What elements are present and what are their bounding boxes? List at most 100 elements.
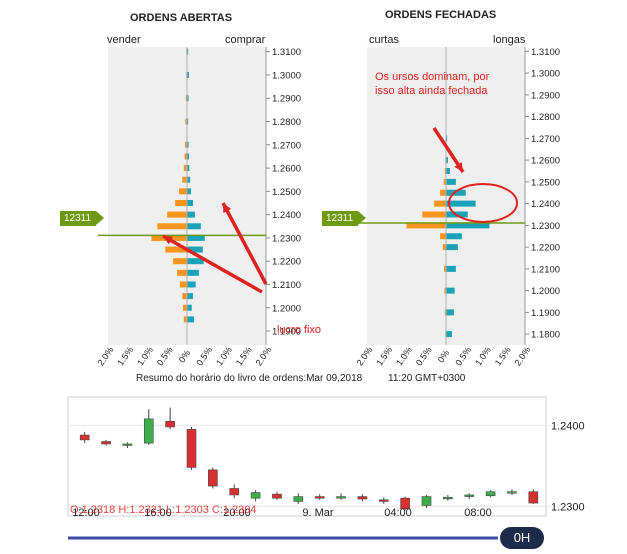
open-price-label: 1.3000	[272, 70, 301, 81]
open-bar-right	[187, 234, 205, 241]
closed-bar-right	[446, 167, 450, 174]
open-price-label: 1.2200	[272, 257, 301, 268]
open-price-tag: 12311	[60, 211, 104, 226]
candle-body	[229, 488, 240, 496]
closed-price-label: 1.1800	[531, 330, 560, 341]
open-bar-right	[187, 141, 189, 148]
open-percent-label: 1.5%	[115, 345, 135, 368]
open-percent-label: 0.5%	[155, 345, 175, 368]
open-bar-right	[187, 258, 204, 265]
open-sell-label: vender	[107, 34, 141, 46]
bears-annotation: Os ursos dominam, por isso alta ainda fe…	[375, 71, 490, 97]
open-bar-right	[187, 188, 191, 195]
closed-bar-left	[444, 167, 446, 174]
candle-time-label: 16:00	[144, 507, 172, 519]
open-percent-label: 0%	[177, 348, 193, 364]
open-percent-label: 2.0%	[254, 345, 274, 368]
candle-body	[378, 499, 389, 502]
open-price-label: 1.2000	[272, 303, 301, 314]
open-percent-label: 2.0%	[96, 345, 116, 368]
open-bar-left	[185, 141, 187, 148]
closed-bar-right	[446, 331, 452, 338]
closed-percent-label: 2.0%	[513, 345, 533, 368]
open-bar-left	[182, 176, 187, 183]
open-percent-label: 0.5%	[194, 345, 214, 368]
closed-price-label: 1.3100	[531, 47, 560, 58]
closed-percent-label: 1.0%	[394, 345, 414, 368]
closed-bar-left	[444, 309, 446, 316]
open-bar-left	[175, 199, 187, 206]
candle-body	[79, 434, 90, 441]
open-bar-left	[183, 304, 187, 311]
closed-bar-left	[443, 178, 446, 185]
open-percent-label: 1.0%	[135, 345, 155, 368]
closed-bar-left	[440, 189, 446, 196]
closed-bar-right	[446, 265, 456, 272]
closed-bar-left	[444, 287, 446, 294]
candle-body	[357, 496, 368, 500]
open-bar-right	[187, 246, 203, 253]
candle-body	[143, 418, 154, 444]
arrow-buy	[221, 202, 268, 285]
timeframe-button[interactable]: 0H	[500, 527, 544, 549]
open-bar-right	[187, 281, 196, 288]
candle-body	[443, 497, 453, 500]
closed-bar-right	[446, 157, 448, 164]
closed-price-label: 1.2300	[531, 221, 560, 232]
open-price-label: 1.2800	[272, 117, 301, 128]
candle-body	[272, 493, 282, 499]
closed-percent-label: 1.0%	[473, 345, 493, 368]
closed-bar-right	[446, 233, 462, 240]
open-percent-label: 1.0%	[214, 345, 234, 368]
candle-body	[314, 496, 325, 499]
open-orders-title: ORDENS ABERTAS	[130, 12, 233, 24]
closed-price-label: 1.2900	[531, 90, 560, 101]
open-bar-left	[179, 188, 187, 195]
open-bar-right	[187, 223, 201, 230]
candle-body	[122, 443, 133, 446]
closed-bar-left	[434, 200, 446, 207]
closed-price-label: 1.2500	[531, 177, 560, 188]
closed-bar-right	[446, 222, 490, 229]
open-bar-left	[182, 293, 187, 300]
closed-bar-left	[442, 244, 446, 251]
closed-short-label: curtas	[369, 34, 399, 46]
closed-percent-label: 2.0%	[355, 345, 375, 368]
candle-body	[485, 491, 496, 497]
closed-percent-label: 1.5%	[374, 345, 394, 368]
candle-body	[101, 441, 111, 445]
arrow-buy-head	[223, 203, 232, 213]
open-bar-right	[187, 293, 193, 300]
open-bar-right	[187, 176, 191, 183]
candle-body	[186, 429, 197, 468]
summary-time: 11:20 GMT+0300	[388, 373, 466, 384]
open-bar-right	[187, 165, 190, 172]
open-percent-label: 1.5%	[234, 345, 254, 368]
candle-price-label: 1.2300	[551, 501, 585, 513]
candle-body	[165, 420, 175, 428]
open-bar-left	[165, 246, 187, 253]
closed-price-tag: 12311	[322, 211, 366, 226]
open-price-label: 1.2500	[272, 187, 301, 198]
summary-label: Resumo do horário do livro de ordens:Mar…	[136, 373, 363, 384]
closed-price-label: 1.2400	[531, 199, 560, 210]
open-bar-right	[187, 118, 189, 125]
open-price-label: 1.2700	[272, 140, 301, 151]
open-price-label: 1.2100	[272, 280, 301, 291]
closed-percent-label: 0%	[436, 348, 452, 364]
closed-long-label: longas	[493, 34, 526, 46]
open-bar-right	[187, 199, 193, 206]
open-buy-label: comprar	[225, 34, 266, 46]
closed-price-label: 1.2800	[531, 112, 560, 123]
arrow-bears-head	[454, 162, 463, 172]
candle-body	[208, 469, 218, 487]
candle-body	[421, 496, 432, 506]
closed-bar-left	[422, 211, 446, 218]
candle-price-label: 1.2400	[551, 420, 585, 432]
open-price-label: 1.2600	[272, 164, 301, 175]
open-price-label: 1.2300	[272, 233, 301, 244]
arrow-sell-head	[163, 236, 173, 245]
closed-price-label: 1.2700	[531, 134, 560, 145]
candle-time-label: 9. Mar	[302, 507, 334, 519]
open-bar-right	[187, 316, 195, 323]
